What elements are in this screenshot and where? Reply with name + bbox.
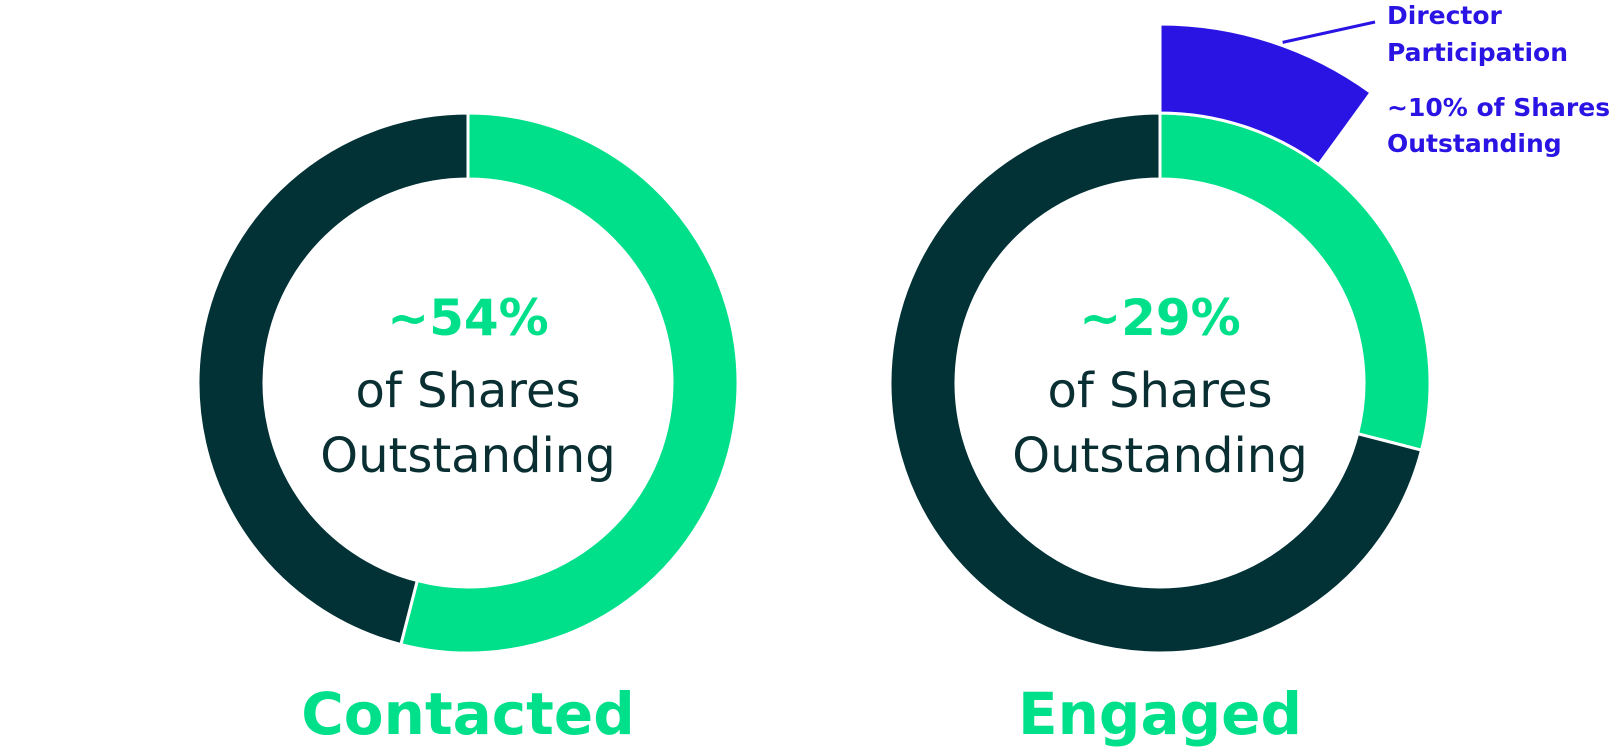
caption: Engaged — [1018, 680, 1302, 748]
annotation-label-line2: Participation — [1387, 38, 1568, 67]
center-label-line2: Outstanding — [320, 428, 615, 484]
center-value: ~54% — [387, 289, 549, 347]
annotation-label-line1: Director — [1387, 1, 1503, 30]
annotation-note-line1: ~10% of Shares — [1387, 93, 1610, 122]
slice-contacted — [399, 111, 740, 655]
donut-engaged: ~29% of Shares Outstanding Engaged Direc… — [888, 1, 1610, 748]
annotation-leader-line — [1282, 20, 1376, 44]
donut-contacted: ~54% of Shares Outstanding Contacted — [196, 111, 740, 748]
annotation-note-line2: Outstanding — [1387, 129, 1562, 158]
center-label-line1: of Shares — [1047, 363, 1272, 419]
center-label-line2: Outstanding — [1012, 428, 1307, 484]
slice-remaining — [196, 111, 470, 647]
caption: Contacted — [301, 680, 635, 748]
center-label-line1: of Shares — [355, 363, 580, 419]
slice-director-participation — [1158, 22, 1374, 167]
slice-remaining — [888, 111, 1424, 655]
center-value: ~29% — [1079, 289, 1241, 347]
